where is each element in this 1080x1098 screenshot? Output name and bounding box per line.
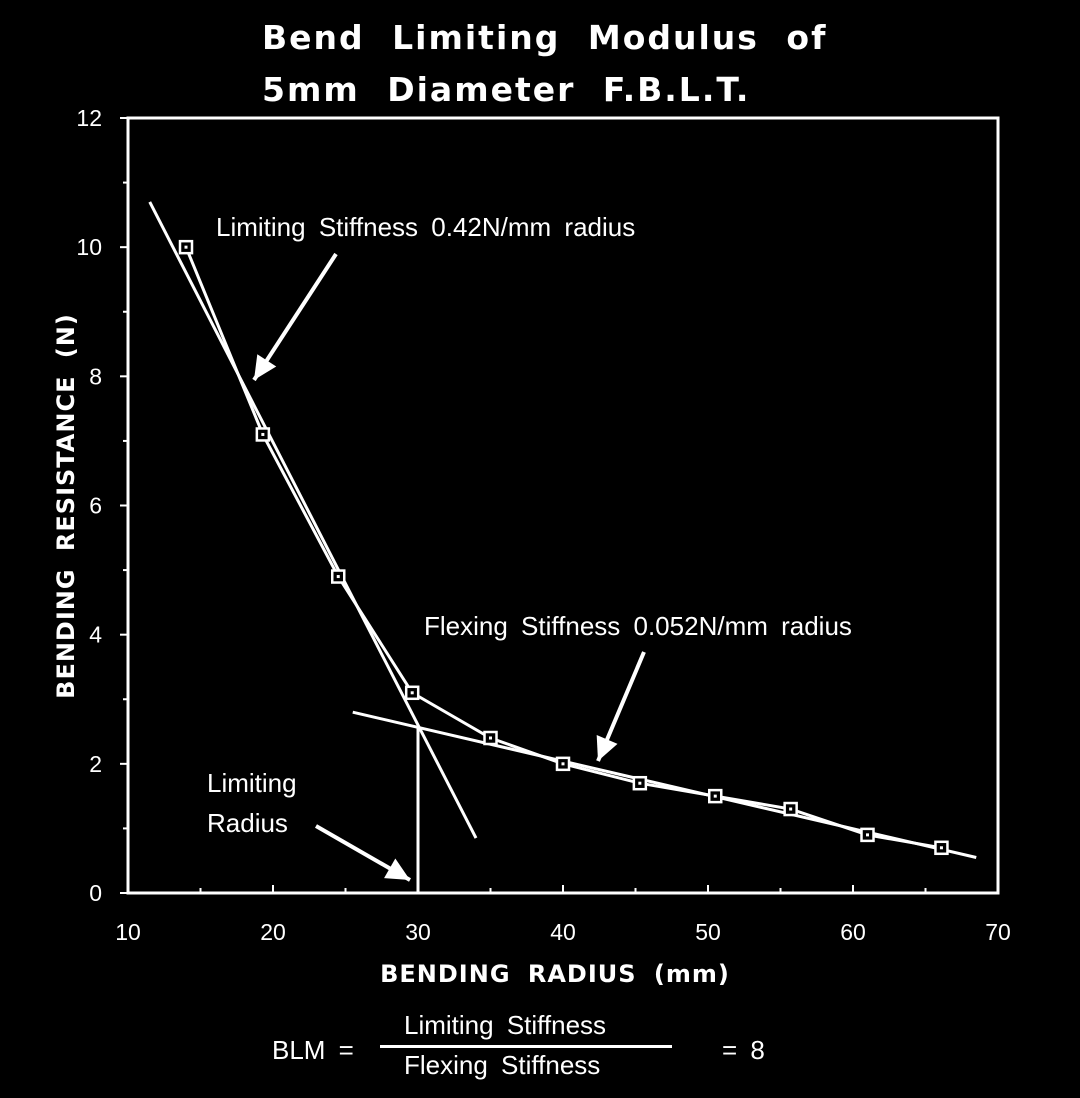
data-point-marker-center [336, 575, 340, 579]
x-tick-label: 20 [260, 919, 286, 945]
x-tick-label: 50 [695, 919, 721, 945]
data-point-marker-center [638, 781, 642, 785]
y-tick-label: 0 [89, 880, 102, 906]
y-tick-label: 6 [89, 493, 102, 519]
data-point-marker-center [261, 432, 265, 436]
y-tick-label: 10 [76, 234, 102, 260]
x-tick-label: 70 [985, 919, 1011, 945]
annotation-flexing-stiffness: Flexing Stiffness 0.052N/mm radius [424, 611, 852, 641]
y-tick-label: 4 [89, 622, 102, 648]
annotation-limiting-stiffness: Limiting Stiffness 0.42N/mm radius [216, 212, 635, 242]
arrow-limiting-radius-head [384, 858, 410, 880]
arrow-flexing-stiffness-head [596, 735, 618, 761]
blm-formula-denominator: Flexing Stiffness [404, 1050, 601, 1080]
data-point-marker-center [561, 762, 565, 766]
trend-line [352, 710, 977, 859]
annotations: Limiting Stiffness 0.42N/mm radius Flexin… [207, 212, 852, 882]
data-point-marker-center [489, 736, 492, 740]
y-tick-label: 2 [89, 751, 102, 777]
data-point-marker-center [789, 807, 793, 811]
blm-formula-numerator: Limiting Stiffness [404, 1010, 607, 1040]
annotation-limiting-radius-line-2: Radius [207, 808, 288, 838]
chart-title-line-1: Bend Limiting Modulus of [262, 18, 828, 57]
axis-ticks: 10 20 30 40 50 60 70 0 2 4 6 8 10 12 [76, 105, 1010, 945]
data-point-marker-center [410, 691, 414, 695]
data-point-marker-center [939, 846, 943, 850]
x-axis-label: BENDING RADIUS (mm) [380, 960, 730, 988]
annotation-limiting-radius-line-1: Limiting [207, 768, 297, 798]
y-tick-label: 8 [89, 363, 102, 389]
blm-formula-lhs: BLM = [272, 1035, 354, 1065]
blm-formula-rhs: = 8 [722, 1035, 765, 1065]
arrow-limiting-stiffness-head [254, 354, 277, 380]
x-tick-label: 10 [115, 919, 141, 945]
x-tick-label: 60 [840, 919, 866, 945]
x-tick-label: 40 [550, 919, 576, 945]
trend-line [148, 201, 478, 839]
data-point-marker-center [866, 833, 869, 837]
data-point-marker-center [713, 794, 717, 798]
data-point-marker-center [184, 245, 188, 249]
y-axis-label: BENDING RESISTANCE (N) [52, 313, 80, 699]
y-tick-label: 12 [76, 105, 102, 131]
blm-formula-bar [380, 1045, 672, 1048]
chart-title-line-2: 5mm Diameter F.B.L.T. [262, 70, 751, 109]
x-tick-label: 30 [405, 919, 431, 945]
arrow-limiting-stiffness [252, 252, 338, 382]
data-series [178, 239, 949, 856]
